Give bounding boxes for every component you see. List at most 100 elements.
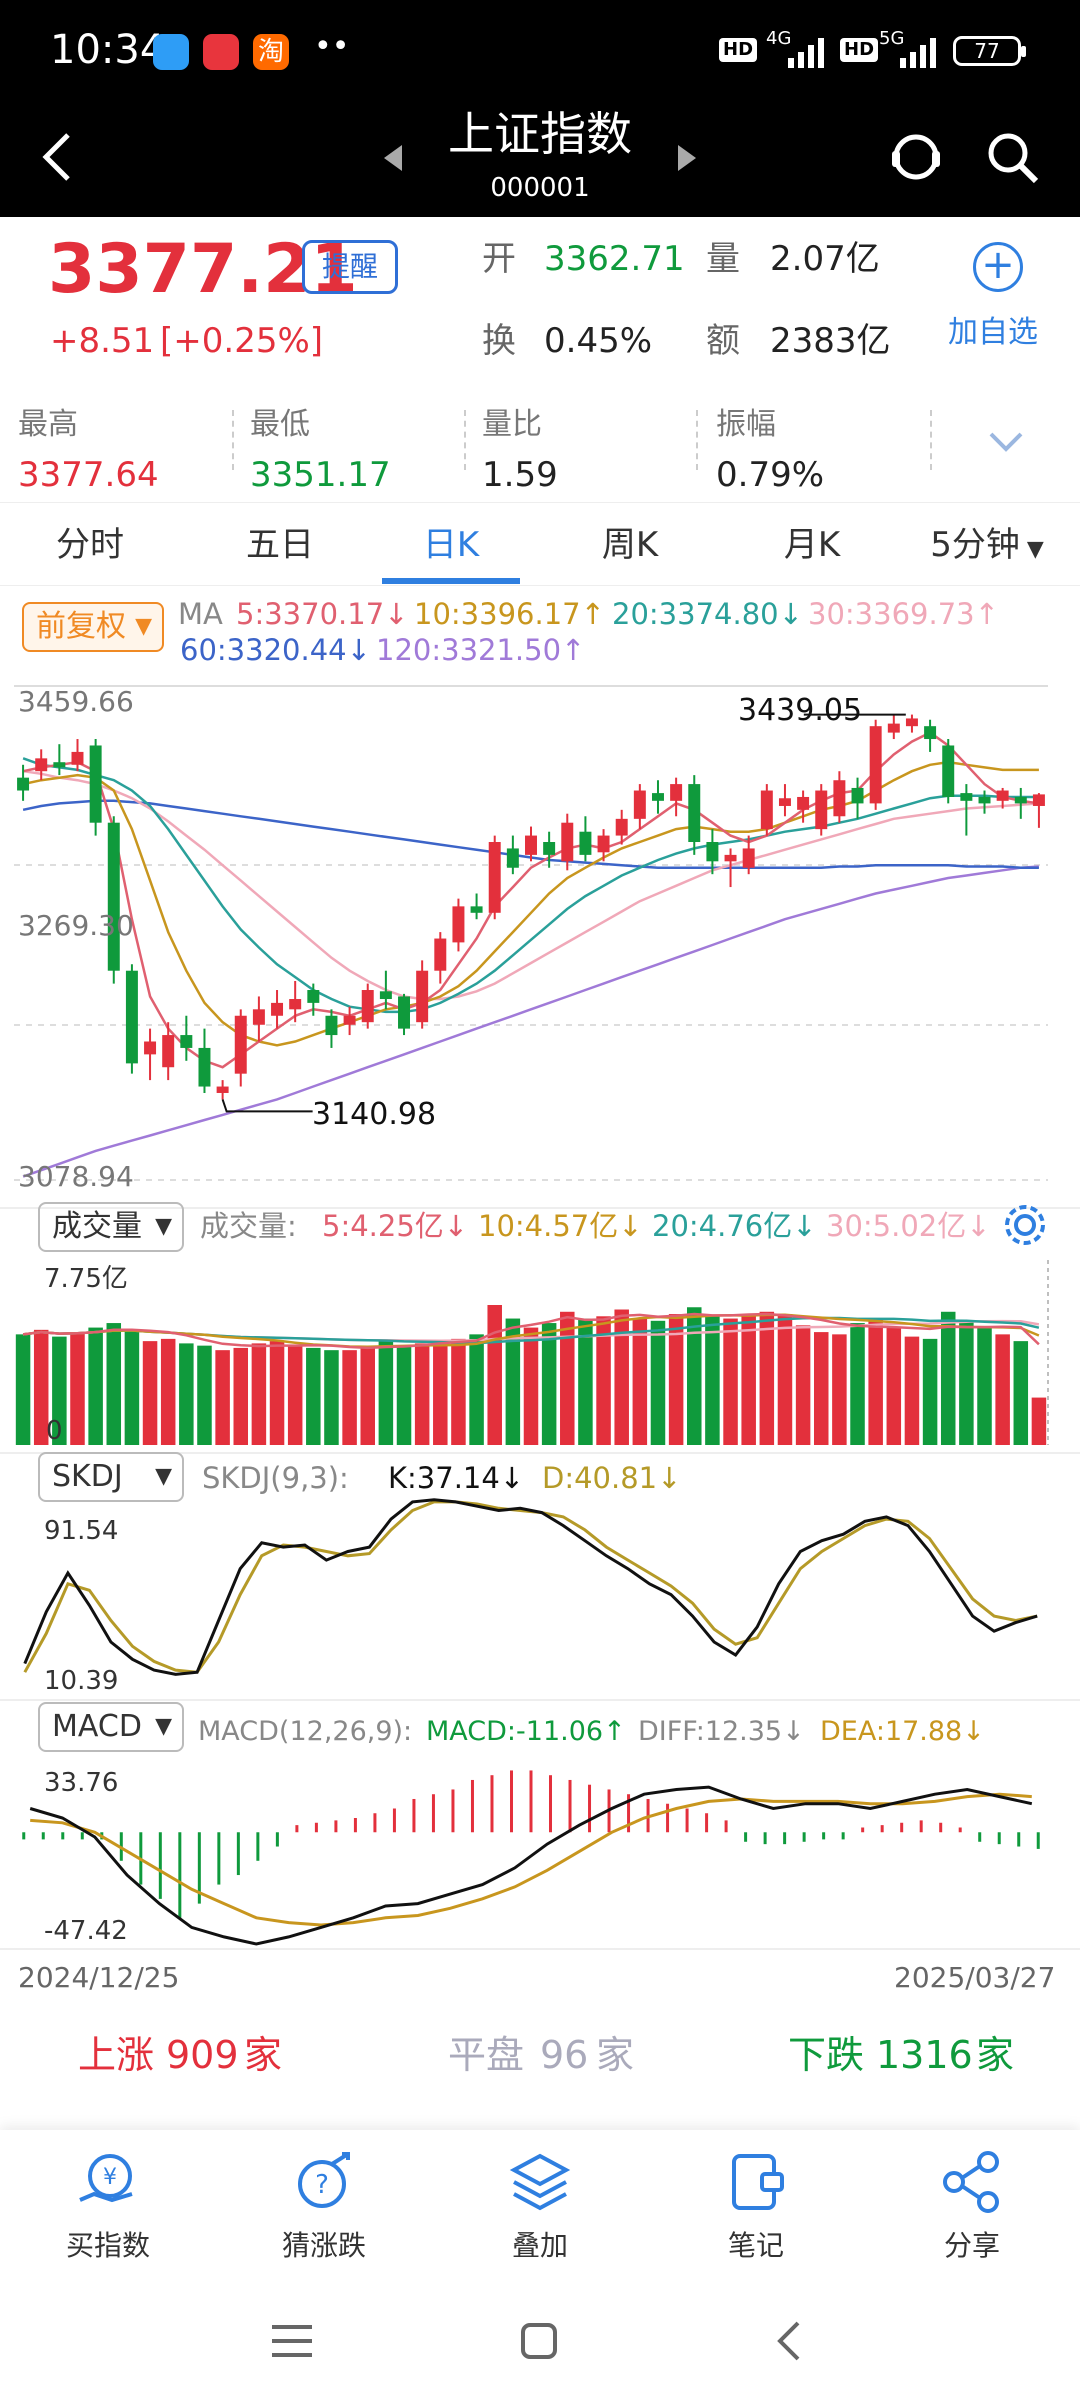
candle-body	[325, 1015, 338, 1036]
tab-4[interactable]: 月K	[742, 503, 882, 587]
adjust-label: 前复权	[36, 609, 126, 644]
settings-gear-icon[interactable]	[1000, 1200, 1050, 1250]
next-index-icon[interactable]	[676, 143, 698, 173]
tab-0[interactable]: 分时	[20, 503, 160, 587]
candle-body	[162, 1035, 175, 1068]
volume-bar	[1013, 1341, 1029, 1445]
notes-icon	[732, 2154, 784, 2210]
adjust-selector[interactable]: 前复权 ▼	[22, 602, 164, 652]
tab-5[interactable]: 5分钟 ▼	[912, 503, 1062, 587]
volume-bar	[124, 1329, 140, 1445]
volume-params-label: 成交量:	[200, 1209, 297, 1243]
candle-body	[1014, 796, 1027, 804]
volume-bar	[759, 1311, 775, 1445]
ma5-line	[22, 731, 1040, 1069]
candle-body	[488, 842, 501, 913]
volume-bar	[614, 1309, 629, 1445]
menu-icon[interactable]	[272, 2324, 312, 2358]
volume-bar	[832, 1334, 847, 1445]
prev-index-icon[interactable]	[382, 143, 404, 173]
ma120-value: 120:3321.50↑	[376, 633, 586, 667]
remind-button[interactable]: 提醒	[302, 240, 398, 294]
macd-dea-line	[30, 1792, 1032, 1927]
volume-selector[interactable]: 成交量 ▼	[38, 1202, 184, 1252]
volume-y-min: 0	[46, 1416, 63, 1446]
home-icon[interactable]	[520, 2322, 558, 2360]
volume-bar	[850, 1323, 865, 1445]
guess-label: 猜涨跌	[281, 2229, 366, 2262]
flat-unit: 家	[596, 2033, 635, 2077]
macd-selector[interactable]: MACD ▼	[38, 1702, 184, 1752]
tab-3[interactable]: 周K	[560, 503, 700, 587]
amount-value: 2383亿	[770, 321, 891, 361]
candle-body	[833, 780, 846, 817]
candle-body	[71, 751, 84, 765]
ma20-value: 20:3374.80↓	[612, 597, 803, 631]
candle-body	[924, 726, 937, 740]
tab-1[interactable]: 五日	[210, 503, 350, 587]
customer-service-icon[interactable]	[888, 129, 944, 185]
macd-selector-label: MACD	[52, 1709, 142, 1744]
ma30-value: 30:3369.73↑	[808, 597, 999, 631]
hd-left-badge: HD	[719, 38, 758, 62]
skdj-d-line	[23, 1500, 1038, 1674]
volume-bar	[451, 1338, 466, 1445]
overlay-button[interactable]: 叠加	[470, 2150, 610, 2264]
search-icon[interactable]	[984, 129, 1040, 185]
volume-bar	[306, 1347, 321, 1445]
ma-label: MA	[178, 597, 223, 631]
notes-button[interactable]: 笔记	[686, 2150, 826, 2264]
tab-2[interactable]: 日K	[382, 503, 520, 587]
kline-y-min: 3078.94	[18, 1160, 134, 1193]
stat-value: 3377.64	[18, 455, 159, 495]
back-icon[interactable]	[40, 131, 76, 183]
add-watchlist-label[interactable]: 加自选	[948, 315, 1038, 350]
tab-label: 周K	[601, 525, 659, 565]
ma5-value: 5:3370.17↓	[236, 597, 409, 631]
volume-bar	[106, 1323, 122, 1445]
dropdown-arrow-icon: ▼	[155, 1464, 172, 1489]
volume-selector-label: 成交量	[52, 1209, 142, 1244]
dropdown-arrow-icon: ▼	[155, 1714, 172, 1739]
candle-body	[198, 1047, 211, 1087]
add-watchlist-icon[interactable]: +	[973, 242, 1023, 292]
volume-bar	[15, 1334, 31, 1445]
battery-icon: 77	[953, 36, 1026, 66]
volume-bar	[70, 1332, 85, 1445]
candle-body	[887, 723, 900, 733]
network-5g-label: 5G	[879, 28, 905, 49]
volume-bar	[687, 1307, 702, 1445]
candle-body	[470, 906, 483, 913]
buy-index-button[interactable]: ¥ 买指数	[38, 2150, 178, 2264]
volume-bar	[1031, 1397, 1047, 1445]
candle-body	[688, 784, 701, 843]
kline-chart[interactable]	[0, 670, 1080, 1960]
share-button[interactable]: 分享	[902, 2150, 1042, 2264]
volume-bar	[179, 1343, 194, 1445]
volume-bar	[378, 1341, 394, 1445]
amount-label: 额	[706, 321, 740, 361]
svg-text:¥: ¥	[103, 2165, 117, 2190]
skdj-selector[interactable]: SKDJ ▼	[38, 1452, 184, 1502]
macd-diff-line	[29, 1785, 1033, 1946]
system-back-icon[interactable]	[776, 2320, 802, 2362]
date-end: 2025/03/27	[894, 1961, 1056, 1994]
guess-button[interactable]: ? 猜涨跌	[254, 2150, 394, 2264]
stat-value: 0.79%	[716, 455, 825, 495]
macd-y-max: 33.76	[44, 1768, 119, 1798]
volume-bar	[596, 1316, 611, 1445]
overlay-label: 叠加	[511, 2229, 568, 2262]
candle-body	[597, 835, 610, 853]
volume-bar	[650, 1320, 666, 1445]
page-title: 上证指数	[448, 107, 632, 161]
expand-stats-icon[interactable]	[988, 430, 1024, 454]
candle-body	[271, 1002, 284, 1016]
period-tabs: 分时 五日 日K 周K 月K 5分钟 ▼	[0, 502, 1080, 586]
skdj-d-value: D:40.81↓	[542, 1461, 682, 1495]
candle-body	[144, 1041, 157, 1055]
skdj-selector-label: SKDJ	[52, 1459, 123, 1494]
candle-body	[905, 718, 918, 727]
volume-bar	[705, 1316, 720, 1445]
ma10-value: 10:3396.17↑	[414, 597, 605, 631]
volume-bar	[160, 1338, 176, 1445]
